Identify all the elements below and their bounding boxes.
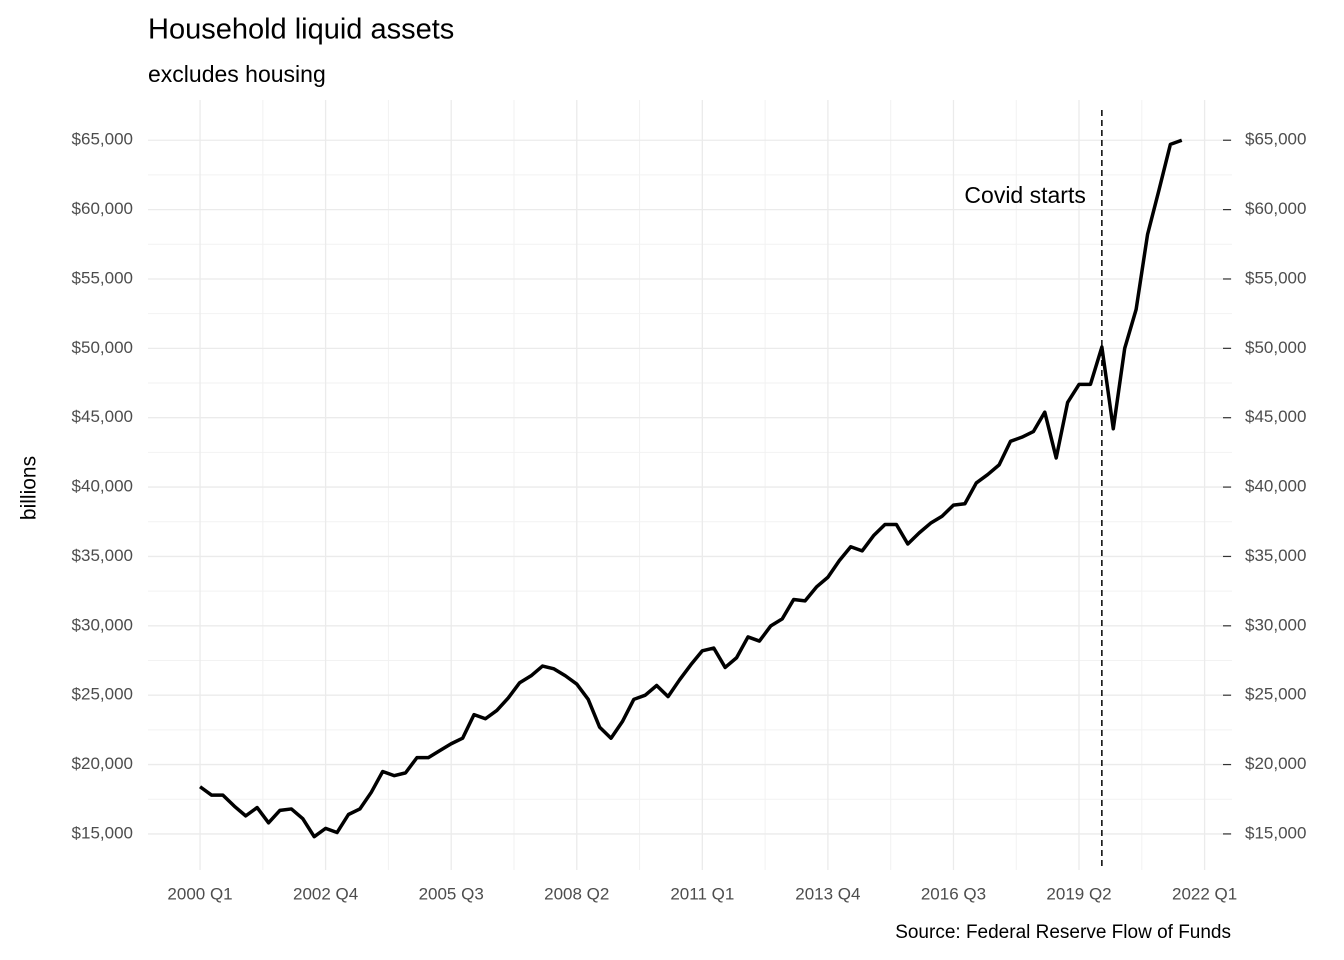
y-tick-label: $45,000 [72, 407, 133, 426]
data-line [199, 138, 1183, 839]
y2-tick-label: $15,000 [1245, 823, 1306, 842]
chart-subtitle: excludes housing [148, 61, 326, 87]
x-tick-label: 2002 Q4 [293, 884, 358, 903]
y2-tick-label: $60,000 [1245, 199, 1306, 218]
x-tick-label: 2011 Q1 [670, 884, 734, 903]
y-tick-label: $20,000 [72, 754, 133, 773]
x-tick-label: 2013 Q4 [795, 884, 860, 903]
caption: Source: Federal Reserve Flow of Funds [895, 922, 1231, 943]
y-tick-label: $60,000 [72, 199, 133, 218]
x-tick-label: 2005 Q3 [419, 884, 484, 903]
y-tick-label: $25,000 [72, 685, 133, 704]
y2-tick-label: $25,000 [1245, 685, 1306, 704]
x-tick-label: 2022 Q1 [1172, 884, 1237, 903]
y-axis-label: billions [18, 456, 41, 520]
y-tick-label: $30,000 [72, 615, 133, 634]
chart-title: Household liquid assets [148, 14, 454, 46]
y2-tick-label: $20,000 [1245, 754, 1306, 773]
y2-tick-label: $50,000 [1245, 338, 1306, 357]
y-tick-label: $40,000 [72, 477, 133, 496]
x-tick-label: 2000 Q1 [167, 884, 232, 903]
y2-tick-label: $35,000 [1245, 546, 1306, 565]
y2-tick-label: $45,000 [1245, 407, 1306, 426]
y-tick-label: $35,000 [72, 546, 133, 565]
y2-tick-label: $65,000 [1245, 130, 1306, 149]
y-tick-label: $50,000 [72, 338, 133, 357]
annotation: Covid starts [964, 182, 1085, 208]
y-tick-label: $65,000 [72, 130, 133, 149]
y2-tick-label: $30,000 [1245, 615, 1306, 634]
y-tick-label: $15,000 [72, 823, 133, 842]
x-tick-label: 2019 Q2 [1046, 884, 1111, 903]
y2-tick-label: $55,000 [1245, 268, 1306, 287]
y2-tick-label: $40,000 [1245, 477, 1306, 496]
x-tick-label: 2016 Q3 [921, 884, 986, 903]
x-tick-label: 2008 Q2 [544, 884, 609, 903]
y-tick-label: $55,000 [72, 268, 133, 287]
